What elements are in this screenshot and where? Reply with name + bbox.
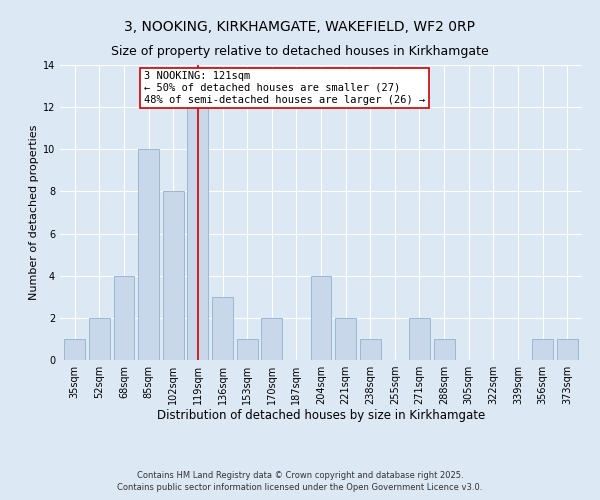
Text: Contains public sector information licensed under the Open Government Licence v3: Contains public sector information licen…	[118, 484, 482, 492]
Bar	[113, 276, 134, 360]
Bar	[532, 339, 553, 360]
X-axis label: Distribution of detached houses by size in Kirkhamgate: Distribution of detached houses by size …	[157, 408, 485, 422]
Bar	[138, 150, 159, 360]
Bar	[89, 318, 110, 360]
Bar	[557, 339, 578, 360]
Bar	[64, 339, 85, 360]
Bar	[360, 339, 381, 360]
Bar	[434, 339, 455, 360]
Text: 3, NOOKING, KIRKHAMGATE, WAKEFIELD, WF2 0RP: 3, NOOKING, KIRKHAMGATE, WAKEFIELD, WF2 …	[125, 20, 476, 34]
Bar	[409, 318, 430, 360]
Bar	[163, 192, 184, 360]
Y-axis label: Number of detached properties: Number of detached properties	[29, 125, 38, 300]
Text: 3 NOOKING: 121sqm
← 50% of detached houses are smaller (27)
48% of semi-detached: 3 NOOKING: 121sqm ← 50% of detached hous…	[144, 72, 425, 104]
Bar	[236, 339, 257, 360]
Bar	[261, 318, 282, 360]
Text: Size of property relative to detached houses in Kirkhamgate: Size of property relative to detached ho…	[111, 45, 489, 58]
Bar	[311, 276, 331, 360]
Text: Contains HM Land Registry data © Crown copyright and database right 2025.: Contains HM Land Registry data © Crown c…	[137, 471, 463, 480]
Bar	[187, 107, 208, 360]
Bar	[335, 318, 356, 360]
Bar	[212, 297, 233, 360]
